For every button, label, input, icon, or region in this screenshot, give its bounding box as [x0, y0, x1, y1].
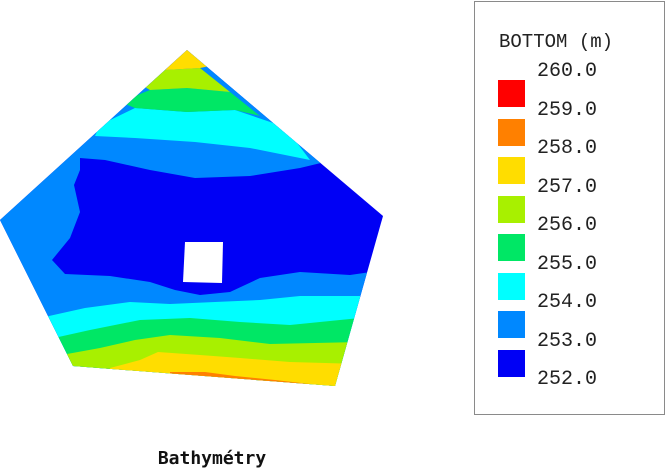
- band-255-256: [45, 88, 360, 386]
- bathymetry-contour-map: [0, 50, 383, 386]
- chart-caption: Bathymétry: [157, 448, 267, 469]
- legend-swatch: [498, 118, 525, 146]
- legend-level-label: 252.0: [537, 368, 598, 391]
- legend-level-label: 257.0: [537, 175, 598, 199]
- dry-area-hole: [183, 242, 223, 283]
- legend-swatch: [498, 80, 525, 107]
- legend-swatch: [498, 195, 525, 223]
- legend-swatch: [498, 311, 525, 338]
- legend-swatch: [498, 234, 525, 261]
- legend-level-label: 253.0: [537, 329, 598, 353]
- legend-swatch: [498, 157, 525, 184]
- legend-level-label: 255.0: [537, 252, 598, 276]
- legend-level-label: 259.0: [537, 98, 598, 122]
- legend-level-label: 256.0: [537, 214, 598, 237]
- legend-swatch: [498, 272, 525, 300]
- legend-title: BOTTOM (m): [499, 31, 614, 53]
- legend-level-label: 254.0: [537, 291, 598, 314]
- legend-level-label: 260.0: [537, 60, 598, 83]
- legend-swatch: [498, 349, 525, 377]
- legend-level-label: 258.0: [537, 137, 598, 160]
- contour-bands: [0, 50, 383, 386]
- legend: BOTTOM (m) 260.0 259.0 258.0 257.0 256.0 255.…: [474, 1, 665, 415]
